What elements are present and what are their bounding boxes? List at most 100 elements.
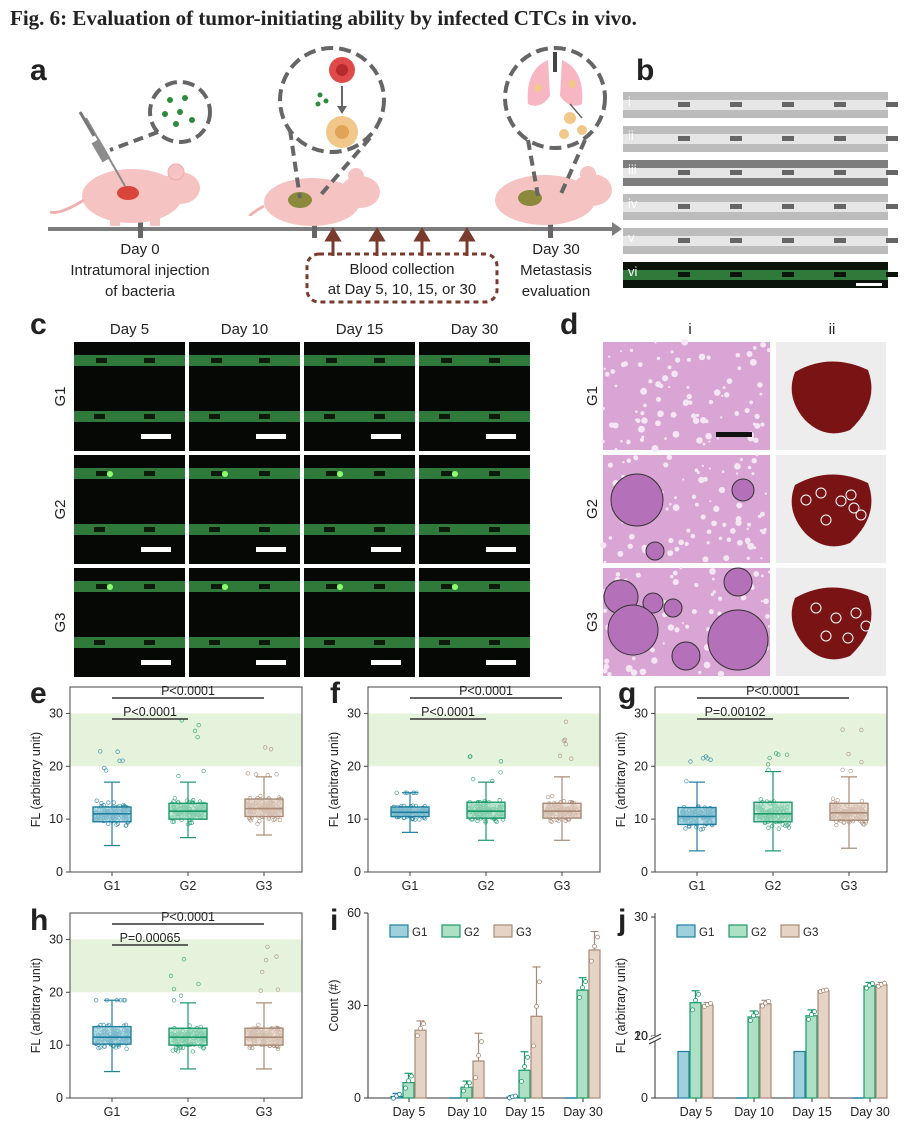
x-tick-label: Day 30	[850, 1105, 890, 1119]
trap-structure	[489, 584, 500, 589]
trap-structure	[886, 272, 898, 277]
tissue-texture	[747, 465, 752, 470]
liver-shape	[791, 361, 872, 434]
tissue-texture	[757, 382, 763, 388]
trap-structure	[209, 527, 220, 532]
trap-structure	[834, 204, 846, 209]
trap-structure	[834, 272, 846, 277]
tissue-texture	[678, 539, 684, 546]
tissue-texture	[760, 341, 767, 348]
bar	[863, 985, 876, 1099]
panel-d-column-label: ii	[829, 321, 836, 338]
tissue-texture	[766, 348, 772, 353]
tissue-texture	[665, 507, 669, 511]
trap-structure	[144, 640, 155, 645]
panel-e-label: e	[30, 677, 47, 710]
x-tick-label: G2	[765, 879, 782, 893]
data-point	[417, 817, 422, 822]
trap-structure	[94, 640, 105, 645]
data-point	[122, 998, 128, 1003]
data-point	[776, 752, 781, 757]
plot-frame	[69, 912, 303, 1099]
box	[829, 802, 869, 821]
legend-label: G3	[516, 927, 531, 939]
data-point	[274, 772, 279, 777]
blood-collection-arrows	[324, 227, 476, 256]
data-point	[98, 1045, 103, 1050]
p-value-label: P<0.0001	[746, 684, 800, 698]
tissue-texture	[601, 407, 605, 411]
data-point	[98, 749, 103, 754]
tissue-texture	[718, 536, 723, 541]
x-tick-label: G1	[689, 879, 706, 893]
data-point	[102, 765, 107, 771]
trap-structure	[326, 358, 337, 363]
day0-desc-1: Intratumoral injection	[70, 262, 209, 279]
bar	[759, 1003, 772, 1099]
trap-structure	[886, 170, 898, 175]
tissue-texture	[736, 539, 743, 546]
data-point	[256, 1022, 261, 1027]
data-point	[115, 749, 120, 754]
legend-swatch	[441, 924, 461, 938]
x-tick-label: Day 15	[792, 1105, 832, 1119]
tissue-texture	[767, 570, 771, 574]
trap-structure	[374, 471, 385, 476]
trap-structure	[489, 640, 500, 645]
y-tick-label: 30	[49, 932, 63, 946]
data-point	[415, 1033, 420, 1039]
tissue-texture	[627, 543, 633, 549]
tissue-texture	[674, 627, 680, 633]
channel-strip	[74, 468, 185, 479]
data-point	[483, 818, 488, 823]
trap-structure	[441, 471, 452, 476]
nodule-marker	[820, 630, 832, 642]
data-point	[760, 1003, 765, 1009]
nodule-marker	[835, 495, 847, 507]
data-point	[595, 934, 600, 940]
trap-structure	[259, 584, 270, 589]
data-point	[117, 758, 122, 763]
data-point	[834, 822, 839, 828]
channel-strip	[189, 355, 300, 366]
panel-e: e 0 10 20 30 FL (arbitrary unit) G1 G2 G3 P<0.000…	[29, 677, 303, 893]
tissue-texture	[749, 400, 754, 405]
scale-bar	[486, 547, 516, 552]
channel-strip	[304, 581, 415, 592]
panel-c-column-label: Day 15	[336, 321, 384, 338]
data-point	[860, 821, 866, 827]
data-point	[545, 794, 551, 800]
data-point	[464, 1083, 469, 1089]
tissue-texture	[696, 437, 703, 444]
data-point	[265, 772, 270, 778]
tissue-texture	[735, 472, 739, 475]
tissue-texture	[760, 422, 765, 427]
tissue-texture	[674, 546, 680, 552]
panel-a: a	[30, 46, 622, 304]
data-point	[705, 756, 710, 761]
data-point	[277, 817, 283, 823]
data-point	[255, 821, 260, 826]
tissue-texture	[633, 455, 639, 460]
tissue-texture	[720, 416, 723, 419]
data-point	[187, 1023, 192, 1028]
tissue-texture	[746, 350, 753, 358]
y-tick-label: 60	[347, 906, 361, 920]
bar	[588, 949, 601, 1099]
channel-strip	[304, 524, 415, 535]
tissue-texture	[709, 500, 712, 503]
data-point	[258, 988, 263, 993]
tissue-texture	[708, 440, 711, 443]
data-point	[859, 727, 864, 733]
tissue-texture	[722, 386, 726, 390]
tissue-texture	[696, 470, 700, 474]
tissue-texture	[746, 556, 750, 561]
highlight-band	[70, 939, 302, 993]
panel-c-label: c	[30, 308, 47, 341]
data-point	[411, 790, 416, 795]
data-point	[765, 762, 771, 767]
tissue-texture	[703, 661, 711, 669]
data-point	[248, 818, 253, 823]
data-point	[531, 1043, 536, 1049]
panel-c-column-label: Day 30	[451, 321, 499, 338]
